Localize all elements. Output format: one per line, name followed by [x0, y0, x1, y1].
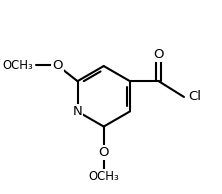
- Text: N: N: [73, 105, 82, 118]
- Text: OCH₃: OCH₃: [88, 170, 119, 183]
- Text: OCH₃: OCH₃: [2, 59, 33, 72]
- Text: O: O: [52, 59, 63, 72]
- Text: O: O: [153, 48, 164, 61]
- Text: Cl: Cl: [188, 90, 201, 103]
- Text: O: O: [99, 146, 109, 159]
